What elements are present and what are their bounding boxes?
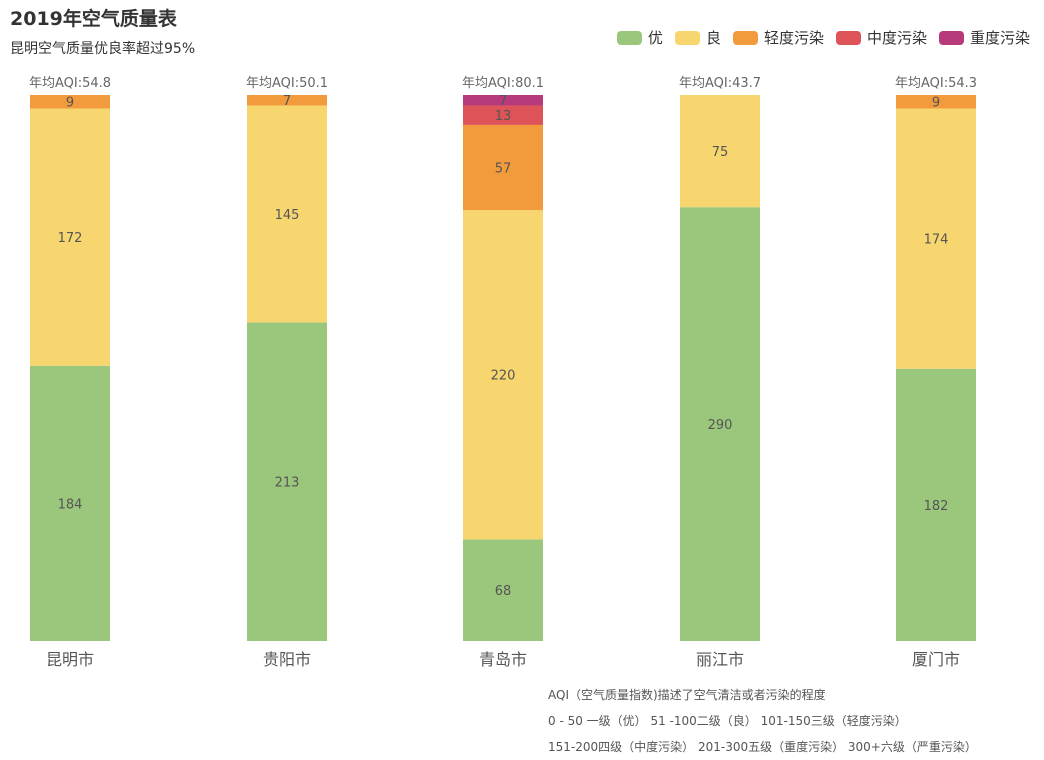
bar-segment[interactable] xyxy=(247,95,327,106)
bar-value-label: 57 xyxy=(495,162,512,177)
aqi-note-line: 151-200四级（中度污染） 201-300五级（重度污染） 300+六级（严… xyxy=(548,740,977,754)
bar-segment[interactable] xyxy=(30,108,110,366)
bar-value-label: 7 xyxy=(283,94,291,109)
legend-item-moderate-pollution[interactable]: 中度污染 xyxy=(835,27,927,48)
bar-value-label: 7 xyxy=(499,94,507,109)
aqi-note: AQI（空气质量指数)描述了空气清洁或者污染的程度 0 - 50 一级（优） 5… xyxy=(548,682,977,760)
bar-segment[interactable] xyxy=(463,95,543,106)
bar-segment[interactable] xyxy=(247,322,327,641)
x-tick-label: 昆明市 xyxy=(46,650,94,669)
chart-title: 2019年空气质量表 xyxy=(10,8,177,30)
bar-segment[interactable] xyxy=(30,365,110,641)
annual-aqi-label: 年均AQI:43.7 xyxy=(679,76,761,91)
bar-segment[interactable] xyxy=(463,105,543,125)
legend-label: 良 xyxy=(705,29,721,47)
annual-aqi-label: 年均AQI:50.1 xyxy=(246,76,328,91)
legend: 优 良 轻度污染 中度污染 重度污染 xyxy=(616,27,1030,48)
bar-segment[interactable] xyxy=(896,95,976,109)
x-tick-label: 贵阳市 xyxy=(263,650,311,669)
bar-value-label: 9 xyxy=(66,96,74,111)
annual-aqi-label: 年均AQI:54.3 xyxy=(895,76,977,91)
aqi-note-line: AQI（空气质量指数)描述了空气清洁或者污染的程度 xyxy=(548,688,826,702)
legend-swatch xyxy=(732,30,758,45)
bar-value-label: 13 xyxy=(495,109,512,124)
bar-segment[interactable] xyxy=(463,210,543,540)
bar-value-label: 174 xyxy=(924,233,949,248)
legend-label: 中度污染 xyxy=(866,29,927,47)
bar-value-label: 213 xyxy=(275,476,300,491)
bar-value-label: 75 xyxy=(712,145,729,160)
bar-value-label: 68 xyxy=(495,584,512,599)
bar-segment[interactable] xyxy=(247,105,327,323)
bar-segment[interactable] xyxy=(896,368,976,641)
legend-label: 重度污染 xyxy=(969,29,1030,47)
legend-swatch xyxy=(835,30,861,45)
bar-value-label: 172 xyxy=(58,231,83,246)
aqi-note-line: 0 - 50 一级（优） 51 -100二级（良） 101-150三级（轻度污染… xyxy=(548,714,907,728)
x-tick-label: 丽江市 xyxy=(696,650,744,669)
legend-label: 轻度污染 xyxy=(763,29,824,47)
x-tick-label: 厦门市 xyxy=(912,650,960,669)
bar-segment[interactable] xyxy=(680,95,760,208)
legend-swatch xyxy=(674,30,700,45)
bar-segment[interactable] xyxy=(463,539,543,641)
bar-segment[interactable] xyxy=(30,95,110,109)
legend-item-excellent[interactable]: 优 xyxy=(616,27,663,48)
bar-value-label: 184 xyxy=(58,497,83,512)
bar-segment[interactable] xyxy=(463,124,543,211)
chart-subtitle: 昆明空气质量优良率超过95% xyxy=(10,41,196,57)
legend-swatch xyxy=(938,30,964,45)
legend-swatch xyxy=(616,30,642,45)
bar-value-label: 9 xyxy=(932,96,940,111)
legend-item-heavy-pollution[interactable]: 重度污染 xyxy=(938,27,1030,48)
bar-value-label: 290 xyxy=(708,418,733,433)
bar-segment[interactable] xyxy=(680,207,760,642)
bar-segment[interactable] xyxy=(896,108,976,369)
bar-value-label: 182 xyxy=(924,499,949,514)
annual-aqi-label: 年均AQI:80.1 xyxy=(462,76,544,91)
x-tick-label: 青岛市 xyxy=(479,650,527,669)
legend-item-good[interactable]: 良 xyxy=(674,27,721,48)
legend-label: 优 xyxy=(647,29,663,47)
annual-aqi-label: 年均AQI:54.8 xyxy=(29,76,111,91)
legend-item-light-pollution[interactable]: 轻度污染 xyxy=(732,27,824,48)
bar-value-label: 145 xyxy=(275,208,300,223)
bar-value-label: 220 xyxy=(491,369,516,384)
